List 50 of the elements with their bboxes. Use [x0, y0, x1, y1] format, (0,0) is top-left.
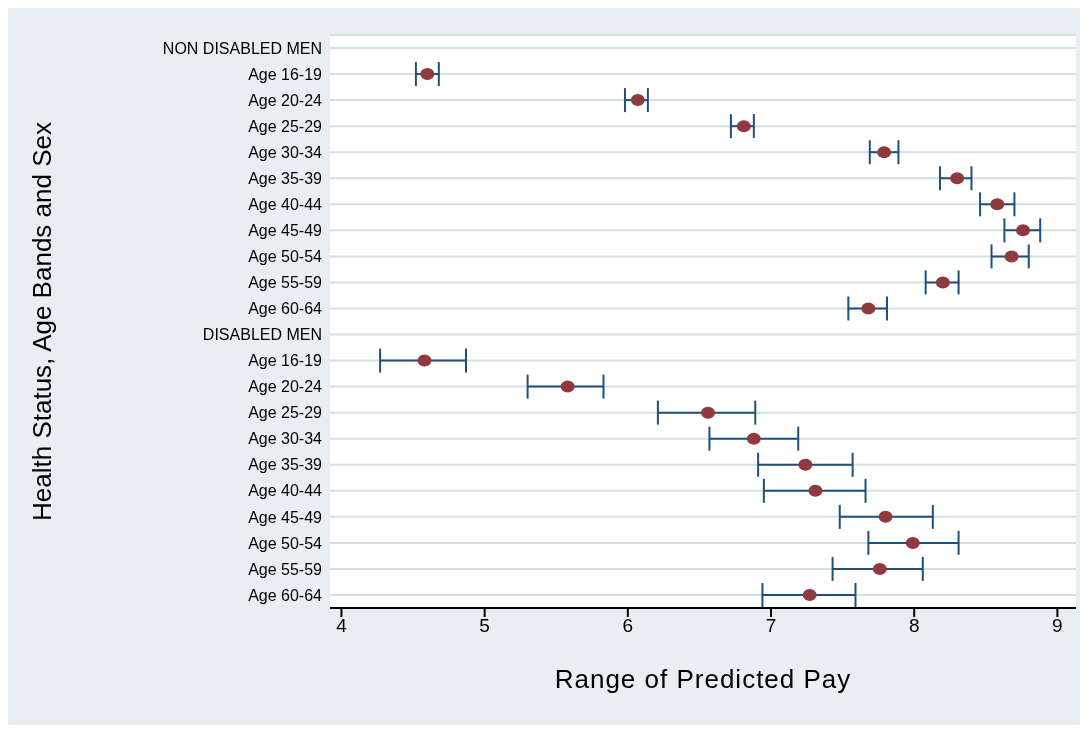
point	[746, 432, 761, 445]
point	[1016, 224, 1031, 237]
point	[1004, 250, 1019, 263]
point	[802, 588, 817, 601]
y-tick-label: DISABLED MEN	[202, 326, 322, 344]
x-tick-label: 4	[336, 615, 348, 637]
point	[798, 458, 813, 471]
x-tick-label: 6	[622, 615, 634, 637]
y-tick-label: Age 16-19	[248, 352, 323, 370]
point	[736, 120, 751, 133]
y-tick-label: Age 16-19	[248, 65, 323, 83]
x-tick-label: 5	[479, 615, 490, 637]
point	[935, 276, 950, 289]
y-tick-label: Age 35-39	[248, 169, 323, 187]
x-tick-label: 8	[908, 615, 920, 637]
y-axis-title: Health Status, Age Bands and Sex	[27, 122, 58, 521]
y-tick-label: Age 45-49	[248, 222, 323, 240]
point	[808, 484, 823, 497]
y-tick-label: Age 50-54	[248, 534, 323, 552]
point	[420, 68, 435, 81]
point	[630, 94, 645, 107]
point	[417, 354, 432, 367]
point	[701, 406, 716, 419]
y-tick-label: Age 35-39	[248, 456, 323, 474]
x-tick-label: 9	[1052, 615, 1063, 637]
y-tick-label: Age 40-44	[248, 195, 323, 213]
y-tick-label: Age 30-34	[248, 143, 323, 161]
y-tick-label: Age 55-59	[248, 274, 323, 292]
x-tick-label: 7	[765, 615, 777, 637]
y-tick-label: Age 60-64	[248, 586, 323, 604]
point	[950, 172, 965, 185]
y-tick-label: Age 40-44	[248, 482, 323, 500]
point	[872, 562, 887, 575]
point	[990, 198, 1005, 211]
x-axis-title: Range of Predicted Pay	[554, 664, 852, 694]
y-tick-label: Age 25-29	[248, 117, 323, 135]
y-tick-label: Age 45-49	[248, 508, 323, 526]
point	[877, 146, 892, 159]
y-tick-label: Age 50-54	[248, 248, 323, 266]
y-tick-label: Age 20-24	[248, 91, 323, 109]
y-tick-label: Age 60-64	[248, 300, 323, 318]
point	[905, 536, 920, 549]
y-tick-label: Age 55-59	[248, 560, 323, 578]
y-tick-label: Age 25-29	[248, 404, 323, 422]
point	[861, 302, 876, 315]
point	[560, 380, 575, 393]
y-tick-label: Age 20-24	[248, 378, 323, 396]
y-tick-label: NON DISABLED MEN	[162, 39, 322, 57]
y-tick-label: Age 30-34	[248, 430, 323, 448]
point	[878, 510, 893, 523]
